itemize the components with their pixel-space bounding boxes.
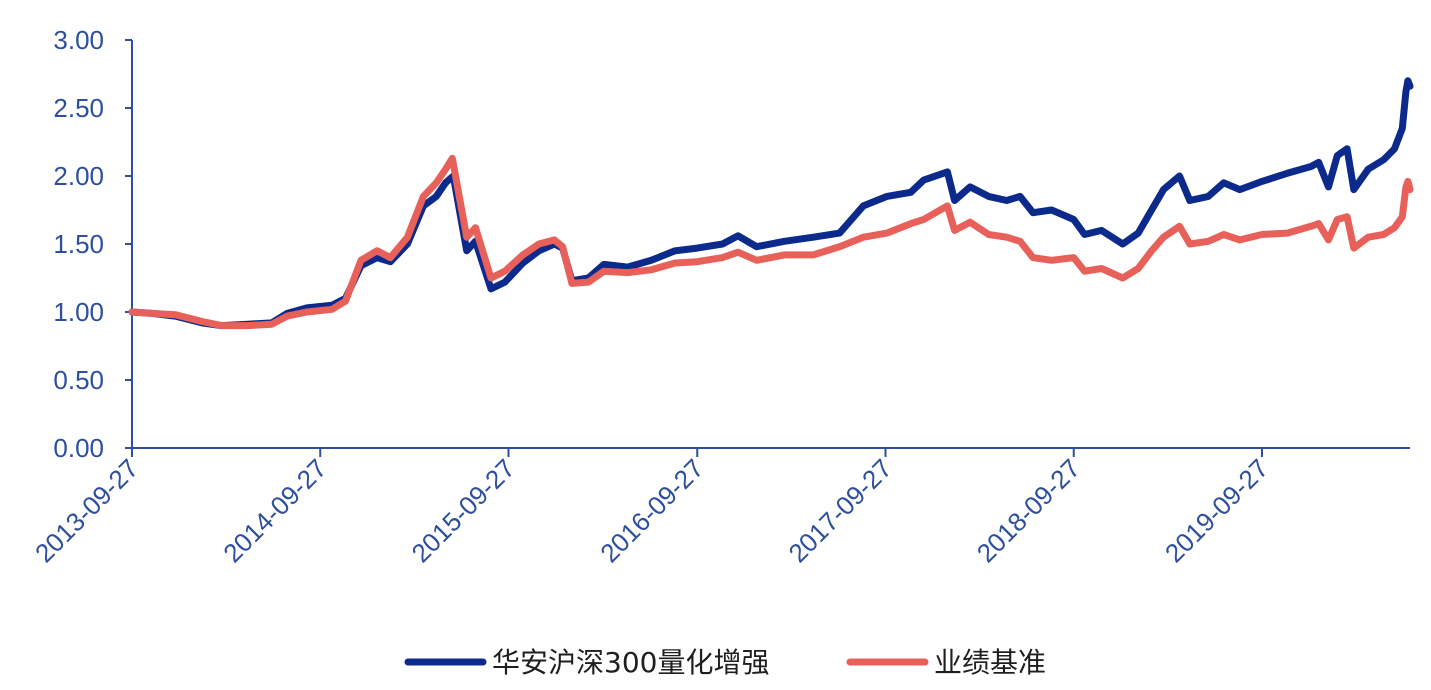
x-tick-label: 2019-09-27	[1159, 453, 1274, 568]
chart-legend: 华安沪深300量化增强 业绩基准	[404, 646, 1046, 679]
x-tick-label: 2014-09-27	[217, 453, 332, 568]
series-line-2	[128, 154, 1414, 330]
y-tick-label: 3.00	[53, 25, 104, 55]
y-tick-label: 1.00	[53, 297, 104, 327]
series-line-1	[128, 77, 1414, 330]
y-tick-label: 1.50	[53, 229, 104, 259]
x-tick-label: 2015-09-27	[405, 453, 520, 568]
x-tick-label: 2018-09-27	[971, 453, 1086, 568]
y-tick-label: 0.00	[53, 433, 104, 463]
chart-series	[128, 77, 1414, 330]
x-tick-label: 2013-09-27	[29, 453, 144, 568]
y-tick-label: 2.00	[53, 161, 104, 191]
x-tick-label: 2016-09-27	[594, 453, 709, 568]
x-tick-label: 2017-09-27	[782, 453, 897, 568]
chart-axes: 0.00 0.50 1.00 1.50 2.00 2.50 3.00 2013-09-27 20…	[29, 25, 1410, 568]
y-tick-label: 0.50	[53, 365, 104, 395]
legend-label-series-2: 业绩基准	[934, 646, 1046, 679]
legend-label-series-1: 华安沪深300量化增强	[492, 646, 769, 679]
y-tick-label: 2.50	[53, 93, 104, 123]
